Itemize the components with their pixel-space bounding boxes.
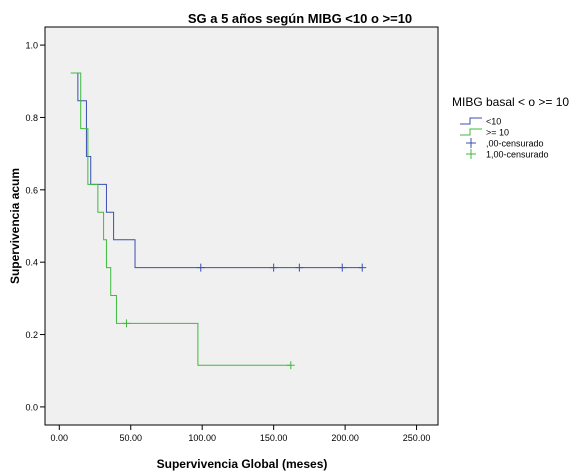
y-axis-label: Supervivencia acum — [8, 168, 22, 284]
legend-entry-label: 1,00-censurado — [486, 150, 549, 160]
censor-mark — [196, 263, 205, 272]
censor-mark — [358, 263, 367, 272]
chart-title: SG a 5 años según MIBG <10 o >=10 — [188, 11, 412, 26]
legend-line-swatch — [460, 117, 482, 125]
legend-plus-swatch — [466, 138, 476, 148]
censor-mark — [338, 263, 347, 272]
plot-area — [44, 26, 439, 426]
y-tick-label: 0.6 — [25, 185, 38, 195]
legend-plus-swatch — [466, 149, 476, 159]
y-tick-label: 0.2 — [25, 330, 38, 340]
legend-title: MIBG basal < o >= 10 — [452, 95, 569, 109]
y-tick-label: 0.8 — [25, 113, 38, 123]
y-tick-label: 0.4 — [25, 258, 38, 268]
legend-entry-label: <10 — [486, 117, 501, 127]
censor-mark — [295, 263, 304, 272]
legend-entry-label: ,00-censurado — [486, 139, 544, 149]
x-tick-label: 50.00 — [119, 433, 142, 443]
x-tick-label: 250.00 — [403, 433, 431, 443]
y-tick-label: 1.0 — [25, 41, 38, 51]
censor-mark — [286, 361, 295, 370]
x-tick-label: 0.00 — [51, 433, 69, 443]
censor-mark — [122, 319, 131, 328]
x-tick-label: 100.00 — [188, 433, 216, 443]
censor-mark — [269, 263, 278, 272]
km-curve-series-1 — [72, 72, 363, 269]
legend-line-swatch — [460, 128, 482, 136]
x-tick-label: 150.00 — [260, 433, 288, 443]
x-axis-label: Supervivencia Global (meses) — [157, 457, 328, 471]
x-tick-label: 200.00 — [331, 433, 359, 443]
legend-entry-label: >= 10 — [486, 128, 509, 138]
y-tick-label: 0.0 — [25, 402, 38, 412]
